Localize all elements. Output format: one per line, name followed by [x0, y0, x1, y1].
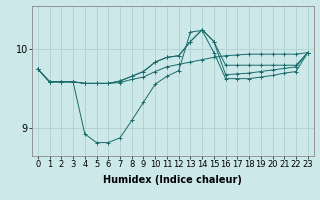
X-axis label: Humidex (Indice chaleur): Humidex (Indice chaleur)	[103, 175, 242, 185]
